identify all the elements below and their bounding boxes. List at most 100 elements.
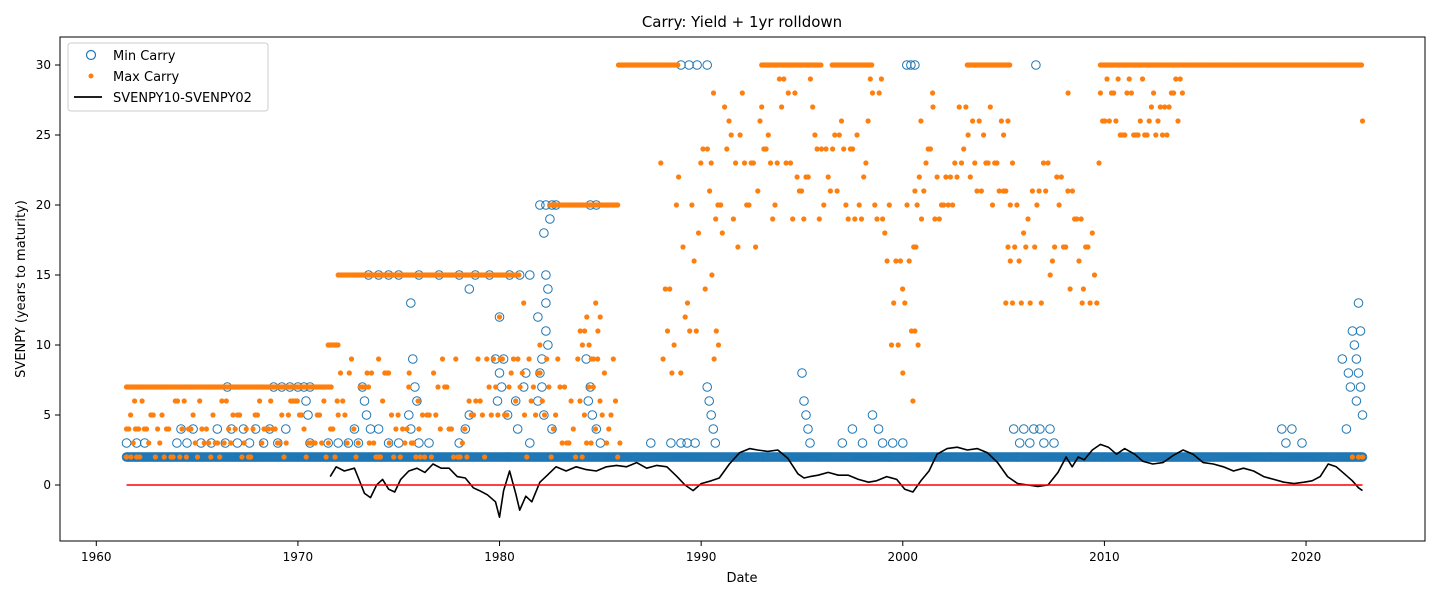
max-carry-series xyxy=(123,62,1366,460)
max-carry-point xyxy=(386,370,392,376)
max-carry-point xyxy=(1151,90,1157,96)
max-carry-point xyxy=(707,188,713,194)
max-carry-point xyxy=(884,258,890,264)
min-carry-point xyxy=(525,270,535,280)
max-carry-point xyxy=(325,440,331,446)
min-carry-point xyxy=(525,438,535,448)
legend-min-carry-marker xyxy=(85,49,97,61)
max-carry-point xyxy=(588,440,594,446)
y-tick-label: 20 xyxy=(36,198,51,212)
max-carry-point xyxy=(451,454,457,460)
max-carry-point xyxy=(323,454,329,460)
max-carry-point xyxy=(136,426,142,432)
max-carry-point xyxy=(192,440,198,446)
min-carry-point xyxy=(412,396,422,406)
min-carry-point xyxy=(535,200,545,210)
max-carry-point xyxy=(1074,216,1080,222)
max-carry-point xyxy=(1094,300,1100,306)
max-carry-point xyxy=(366,440,372,446)
max-carry-point xyxy=(691,258,697,264)
max-carry-point xyxy=(555,356,561,362)
max-carry-point xyxy=(914,202,920,208)
max-carry-point xyxy=(1021,230,1027,236)
max-carry-point xyxy=(526,356,532,362)
max-carry-point xyxy=(717,202,723,208)
max-carry-point xyxy=(332,454,338,460)
min-carry-point xyxy=(172,438,182,448)
min-carry-point xyxy=(1343,368,1354,378)
max-carry-point xyxy=(459,440,465,446)
max-carry-point xyxy=(386,440,392,446)
max-carry-point xyxy=(155,426,161,432)
max-carry-point xyxy=(495,412,501,418)
max-carry-point xyxy=(590,384,596,390)
max-carry-point xyxy=(733,160,739,166)
min-carry-point xyxy=(906,60,916,70)
min-carry-point xyxy=(492,396,503,406)
max-carry-point xyxy=(891,300,897,306)
max-carry-point xyxy=(1359,454,1366,460)
max-carry-point xyxy=(1038,300,1044,306)
max-carry-point xyxy=(134,454,140,460)
max-carry-point xyxy=(932,216,938,222)
max-carry-point xyxy=(900,286,906,292)
max-carry-point xyxy=(843,202,849,208)
min-carry-point xyxy=(910,60,920,70)
max-carry-point xyxy=(335,342,341,348)
max-carry-point xyxy=(265,426,272,432)
min-carry-point xyxy=(1351,396,1362,406)
max-carry-point xyxy=(825,174,831,180)
max-carry-point xyxy=(970,118,976,124)
max-carry-point xyxy=(726,118,732,124)
max-carry-point xyxy=(617,440,623,446)
max-carry-point xyxy=(660,356,666,362)
max-carry-point xyxy=(947,174,954,180)
max-carry-point xyxy=(490,356,497,362)
min-carry-point xyxy=(1353,298,1364,308)
max-carry-point xyxy=(673,202,680,208)
max-carry-point xyxy=(1102,118,1108,124)
plot-area xyxy=(121,60,1368,518)
min-carry-point xyxy=(1014,438,1025,448)
max-carry-point xyxy=(1016,258,1022,264)
min-carry-point xyxy=(847,424,858,434)
max-carry-point xyxy=(915,342,921,348)
min-carry-point xyxy=(543,284,553,294)
max-carry-point xyxy=(400,426,406,432)
min-carry-point xyxy=(1349,340,1360,350)
max-carry-point xyxy=(739,90,745,96)
max-carry-point xyxy=(799,188,805,194)
max-carry-point xyxy=(1146,118,1152,124)
max-carry-point xyxy=(592,426,599,432)
max-carry-point xyxy=(1005,244,1011,250)
max-carry-point xyxy=(537,370,543,376)
max-carry-point xyxy=(794,174,800,180)
max-carry-point xyxy=(874,216,880,222)
max-carry-point xyxy=(676,174,682,180)
max-carry-point xyxy=(355,440,361,446)
max-carry-point xyxy=(961,146,967,152)
max-carry-point xyxy=(702,286,708,292)
legend-max-carry-label: Max Carry xyxy=(113,70,180,85)
max-carry-point xyxy=(1113,118,1119,124)
max-carry-point xyxy=(422,454,428,460)
max-carry-point xyxy=(965,132,971,138)
max-carry-point xyxy=(776,76,783,82)
max-carry-point xyxy=(579,342,586,348)
max-carry-point xyxy=(415,398,421,404)
max-carry-point xyxy=(850,146,856,152)
max-carry-point xyxy=(132,398,138,404)
max-carry-point xyxy=(462,426,468,432)
chart-title: Carry: Yield + 1yr rolldown xyxy=(642,13,842,31)
max-carry-point xyxy=(330,426,336,432)
max-carry-point xyxy=(1080,286,1086,292)
max-carry-point xyxy=(197,398,203,404)
max-carry-point xyxy=(179,426,185,432)
max-carry-point xyxy=(161,454,167,460)
max-carry-point xyxy=(435,384,441,390)
max-carry-point xyxy=(1122,132,1128,138)
max-carry-point xyxy=(934,174,940,180)
y-tick-label: 15 xyxy=(36,268,51,282)
min-carry-point xyxy=(539,410,549,420)
max-carry-point xyxy=(906,258,912,264)
